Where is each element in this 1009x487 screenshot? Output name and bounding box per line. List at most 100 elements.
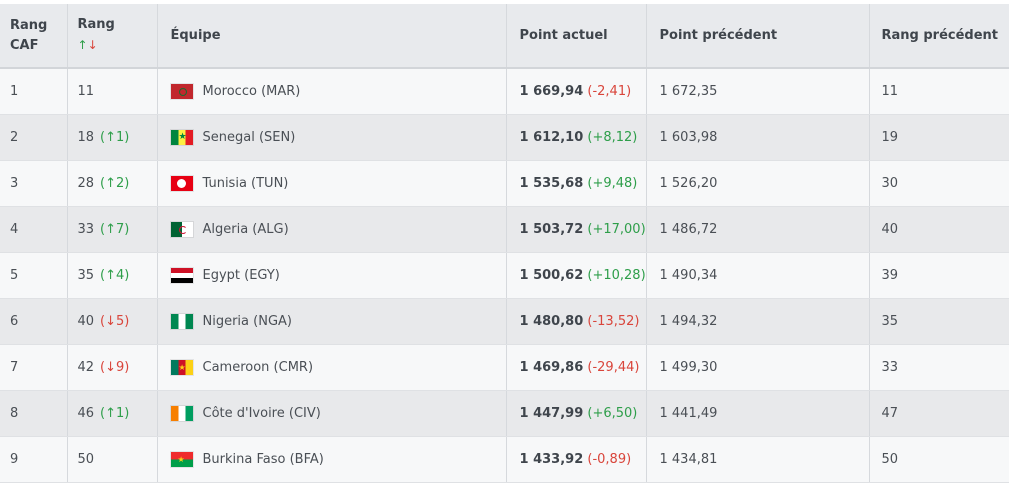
cell-rang: 40 (↓5) xyxy=(67,298,158,345)
points-value: 1 480,80 xyxy=(519,313,584,329)
cell-rang-precedent: 40 xyxy=(869,206,1009,253)
cell-point-precedent: 1 441,49 xyxy=(646,390,870,437)
ranking-table: Rang CAF Rang ↑↓ Équipe Point actuel Poi… xyxy=(0,4,1009,483)
cell-rang-precedent: 39 xyxy=(869,252,1009,299)
cell-point-precedent: 1 526,20 xyxy=(646,160,870,207)
ranking-table-container: Rang CAF Rang ↑↓ Équipe Point actuel Poi… xyxy=(0,4,1009,483)
rang-change-badge: (↓9) xyxy=(100,359,130,375)
table-row[interactable]: 4 33 (↑7) Algeria (ALG) 1 503,72 (+17,00) 1 4… xyxy=(0,206,1009,253)
points-delta: (-2,41) xyxy=(587,83,632,99)
rang-change-badge: (↑1) xyxy=(100,405,130,421)
column-header-equipe[interactable]: Équipe xyxy=(157,4,507,69)
table-row[interactable]: 5 35 (↑4) Egypt (EGY) 1 500,62 (+10,28) 1 490… xyxy=(0,252,1009,299)
sen-flag-icon xyxy=(170,129,193,145)
cell-rang-precedent: 30 xyxy=(869,160,1009,207)
cell-point-actuel: 1 503,72 (+17,00) xyxy=(506,206,647,253)
cell-rang-caf: 6 xyxy=(0,298,68,345)
points-value: 1 535,68 xyxy=(519,175,584,191)
civ-flag-icon xyxy=(170,405,193,421)
rang-caf-label-line1: Rang xyxy=(10,17,48,33)
table-body: 1 11 Morocco (MAR) 1 669,94 (-2,41) 1 672,35… xyxy=(0,68,1009,483)
cell-rang-precedent: 11 xyxy=(869,68,1009,115)
column-header-rang-caf[interactable]: Rang CAF xyxy=(0,4,68,69)
rang-caf-label-line2: CAF xyxy=(10,37,39,53)
cell-point-actuel: 1 433,92 (-0,89) xyxy=(506,436,647,483)
team-name[interactable]: Burkina Faso (BFA) xyxy=(202,451,324,467)
sort-up-icon: ↑ xyxy=(77,38,88,52)
points-delta: (+8,12) xyxy=(587,129,638,145)
points-delta: (-0,89) xyxy=(587,451,632,467)
rang-value: 50 xyxy=(77,451,95,467)
cell-equipe[interactable]: Côte d'Ivoire (CIV) xyxy=(157,390,507,437)
table-row[interactable]: 1 11 Morocco (MAR) 1 669,94 (-2,41) 1 672,35… xyxy=(0,68,1009,115)
cell-equipe[interactable]: Senegal (SEN) xyxy=(157,114,507,161)
sort-arrows-icon[interactable]: ↑↓ xyxy=(78,38,98,52)
cell-rang-precedent: 19 xyxy=(869,114,1009,161)
team-name[interactable]: Nigeria (NGA) xyxy=(202,313,292,329)
rang-label: Rang xyxy=(77,17,115,32)
cell-point-actuel: 1 669,94 (-2,41) xyxy=(506,68,647,115)
rang-value: 42 xyxy=(77,359,95,375)
cell-point-precedent: 1 494,32 xyxy=(646,298,870,345)
cell-rang: 46 (↑1) xyxy=(67,390,158,437)
cell-equipe[interactable]: Egypt (EGY) xyxy=(157,252,507,299)
points-value: 1 433,92 xyxy=(519,451,584,467)
points-value: 1 469,86 xyxy=(519,359,584,375)
cell-rang: 35 (↑4) xyxy=(67,252,158,299)
rang-value: 11 xyxy=(77,83,95,99)
column-header-point-actuel[interactable]: Point actuel xyxy=(506,4,647,69)
cell-rang-precedent: 33 xyxy=(869,344,1009,391)
cell-point-precedent: 1 672,35 xyxy=(646,68,870,115)
team-name[interactable]: Tunisia (TUN) xyxy=(202,175,289,191)
cell-point-actuel: 1 612,10 (+8,12) xyxy=(506,114,647,161)
points-delta: (+10,28) xyxy=(587,267,646,283)
rang-value: 40 xyxy=(77,313,95,329)
rang-value: 18 xyxy=(77,129,95,145)
team-name[interactable]: Senegal (SEN) xyxy=(202,129,296,145)
rang-change-badge: (↑2) xyxy=(100,175,130,191)
cell-equipe[interactable]: Burkina Faso (BFA) xyxy=(157,436,507,483)
rang-value: 35 xyxy=(77,267,95,283)
team-name[interactable]: Algeria (ALG) xyxy=(202,221,289,237)
points-delta: (+9,48) xyxy=(587,175,638,191)
team-name[interactable]: Cameroon (CMR) xyxy=(202,359,314,375)
table-row[interactable]: 6 40 (↓5) Nigeria (NGA) 1 480,80 (-13,52) 1 4… xyxy=(0,298,1009,345)
cell-equipe[interactable]: Morocco (MAR) xyxy=(157,68,507,115)
cell-equipe[interactable]: Nigeria (NGA) xyxy=(157,298,507,345)
table-row[interactable]: 950Burkina Faso (BFA)1 433,92 (-0,89)1 4… xyxy=(0,436,1009,483)
table-row[interactable]: 742(↓9)Cameroon (CMR)1 469,86 (-29,44)1 … xyxy=(0,344,1009,391)
column-header-point-precedent[interactable]: Point précédent xyxy=(646,4,870,69)
rang-value: 46 xyxy=(77,405,95,421)
cell-rang-caf: 8 xyxy=(0,390,68,437)
cell-rang-precedent: 35 xyxy=(869,298,1009,345)
alg-flag-icon xyxy=(170,221,193,237)
table-row[interactable]: 8 46 (↑1) Côte d'Ivoire (CIV) 1 447,99 (+6,5… xyxy=(0,390,1009,437)
rang-change-badge: (↑1) xyxy=(100,129,130,145)
header-row: Rang CAF Rang ↑↓ Équipe Point actuel Poi… xyxy=(0,4,1009,69)
cell-rang-caf: 2 xyxy=(0,114,68,161)
column-header-rang[interactable]: Rang ↑↓ xyxy=(67,4,158,69)
cell-point-precedent: 1 499,30 xyxy=(646,344,870,391)
cell-rang: 42 (↓9) xyxy=(67,344,158,391)
cell-point-actuel: 1 535,68 (+9,48) xyxy=(506,160,647,207)
cell-rang: 28 (↑2) xyxy=(67,160,158,207)
table-row[interactable]: 3 28 (↑2) Tunisia (TUN) 1 535,68 (+9,48) 1 52… xyxy=(0,160,1009,207)
team-name[interactable]: Egypt (EGY) xyxy=(202,267,280,283)
cell-rang: 33 (↑7) xyxy=(67,206,158,253)
cell-point-precedent: 1 603,98 xyxy=(646,114,870,161)
cell-point-actuel: 1 480,80 (-13,52) xyxy=(506,298,647,345)
cell-rang-caf: 3 xyxy=(0,160,68,207)
column-header-rang-precedent[interactable]: Rang précédent xyxy=(869,4,1009,69)
cell-equipe[interactable]: Tunisia (TUN) xyxy=(157,160,507,207)
cell-equipe[interactable]: Algeria (ALG) xyxy=(157,206,507,253)
cell-equipe[interactable]: Cameroon (CMR) xyxy=(157,344,507,391)
rang-value: 33 xyxy=(77,221,95,237)
cell-point-actuel: 1 500,62 (+10,28) xyxy=(506,252,647,299)
points-value: 1 669,94 xyxy=(519,83,584,99)
rang-value: 28 xyxy=(77,175,95,191)
cell-point-precedent: 1 434,81 xyxy=(646,436,870,483)
table-header: Rang CAF Rang ↑↓ Équipe Point actuel Poi… xyxy=(0,4,1009,69)
team-name[interactable]: Côte d'Ivoire (CIV) xyxy=(202,405,321,421)
table-row[interactable]: 2 18 (↑1) Senegal (SEN) 1 612,10 (+8,12)1 60… xyxy=(0,114,1009,161)
team-name[interactable]: Morocco (MAR) xyxy=(202,83,301,99)
